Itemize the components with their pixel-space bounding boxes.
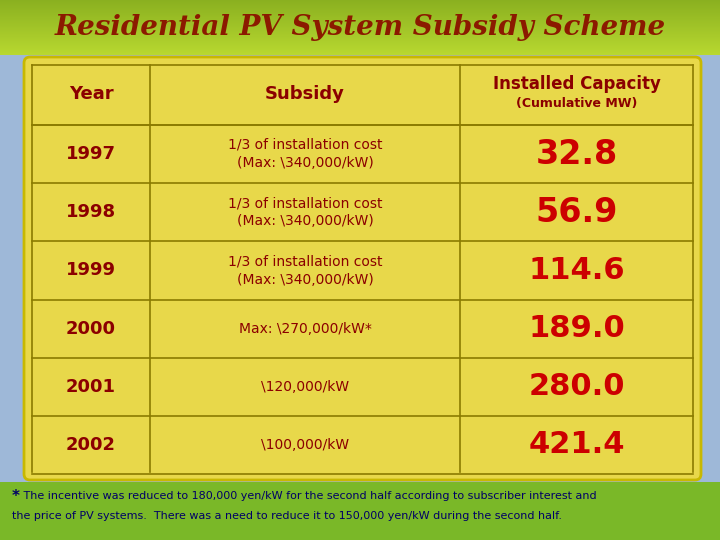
Bar <box>0 43 720 44</box>
Text: *: * <box>12 489 20 503</box>
Bar <box>0 34 720 35</box>
Bar <box>0 19 720 20</box>
Bar <box>0 15 720 16</box>
Bar <box>0 36 720 37</box>
Bar <box>0 20 720 21</box>
Text: 1998: 1998 <box>66 203 116 221</box>
Text: 56.9: 56.9 <box>535 195 618 229</box>
Text: Subsidy: Subsidy <box>265 85 345 103</box>
Bar <box>0 9 720 10</box>
Bar <box>0 50 720 51</box>
Text: Max: \270,000/kW*: Max: \270,000/kW* <box>238 322 372 335</box>
Bar <box>0 39 720 40</box>
Bar <box>0 4 720 5</box>
Bar <box>0 11 720 12</box>
Bar <box>0 7 720 8</box>
Text: 2000: 2000 <box>66 320 116 338</box>
Text: Residential PV System Subsidy Scheme: Residential PV System Subsidy Scheme <box>55 14 665 41</box>
Bar <box>0 18 720 19</box>
Bar <box>0 14 720 15</box>
Bar <box>0 13 720 14</box>
Bar <box>0 52 720 53</box>
Text: 1999: 1999 <box>66 261 116 279</box>
FancyBboxPatch shape <box>24 57 701 480</box>
Bar <box>0 482 720 540</box>
Text: (Cumulative MW): (Cumulative MW) <box>516 98 637 111</box>
Bar <box>0 44 720 45</box>
Text: 189.0: 189.0 <box>528 314 625 343</box>
Bar <box>0 41 720 42</box>
Bar <box>0 55 720 540</box>
Bar <box>0 5 720 6</box>
Bar <box>0 17 720 18</box>
Text: 32.8: 32.8 <box>536 138 618 171</box>
Bar <box>0 45 720 46</box>
Bar <box>0 2 720 3</box>
Text: The incentive was reduced to 180,000 yen/kW for the second half according to sub: The incentive was reduced to 180,000 yen… <box>20 491 597 501</box>
Bar <box>0 1 720 2</box>
Text: 2001: 2001 <box>66 378 116 396</box>
Bar <box>0 32 720 33</box>
Text: 1/3 of installation cost
(Max: \340,000/kW): 1/3 of installation cost (Max: \340,000/… <box>228 254 382 287</box>
Bar <box>0 28 720 29</box>
Bar <box>0 12 720 13</box>
Bar <box>0 8 720 9</box>
Bar <box>0 35 720 36</box>
Bar <box>0 31 720 32</box>
Text: 1997: 1997 <box>66 145 116 163</box>
Text: Installed Capacity: Installed Capacity <box>492 75 660 93</box>
Bar <box>0 29 720 30</box>
Bar <box>0 24 720 25</box>
Bar <box>0 26 720 27</box>
Bar <box>0 40 720 41</box>
Bar <box>0 49 720 50</box>
Bar <box>0 23 720 24</box>
Bar <box>0 10 720 11</box>
Text: 1/3 of installation cost
(Max: \340,000/kW): 1/3 of installation cost (Max: \340,000/… <box>228 138 382 170</box>
Bar <box>0 3 720 4</box>
Bar <box>0 51 720 52</box>
Bar <box>0 42 720 43</box>
Bar <box>0 38 720 39</box>
Bar <box>0 53 720 54</box>
Bar <box>0 27 720 28</box>
Text: Year: Year <box>68 85 113 103</box>
Bar <box>0 0 720 1</box>
Bar <box>0 25 720 26</box>
Bar <box>0 37 720 38</box>
Text: 2002: 2002 <box>66 436 116 454</box>
Text: 1/3 of installation cost
(Max: \340,000/kW): 1/3 of installation cost (Max: \340,000/… <box>228 196 382 228</box>
Text: \100,000/kW: \100,000/kW <box>261 438 349 452</box>
Text: \120,000/kW: \120,000/kW <box>261 380 349 394</box>
Bar <box>0 22 720 23</box>
Bar <box>0 47 720 48</box>
Bar <box>0 33 720 34</box>
Text: the price of PV systems.  There was a need to reduce it to 150,000 yen/kW during: the price of PV systems. There was a nee… <box>12 511 562 521</box>
Bar <box>0 54 720 55</box>
Bar <box>0 46 720 47</box>
Text: 280.0: 280.0 <box>528 372 625 401</box>
Text: 421.4: 421.4 <box>528 430 625 460</box>
Bar <box>0 16 720 17</box>
Bar <box>0 6 720 7</box>
Bar <box>0 48 720 49</box>
Bar <box>0 30 720 31</box>
Text: 114.6: 114.6 <box>528 256 625 285</box>
Bar <box>0 21 720 22</box>
